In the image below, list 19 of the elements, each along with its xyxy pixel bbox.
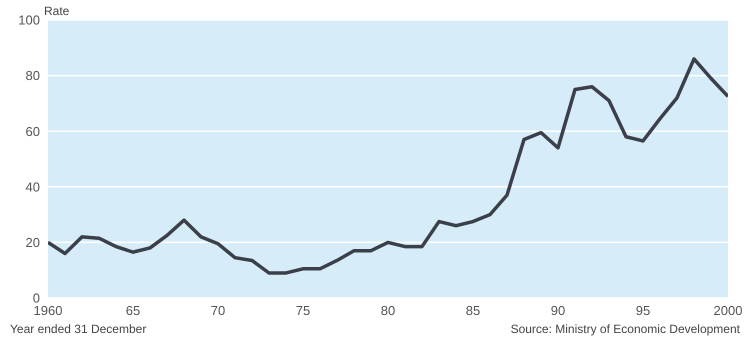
y-tick-label: 80 — [26, 68, 40, 84]
line-series — [48, 57, 728, 275]
y-tick-label: 60 — [26, 124, 40, 139]
y-tick-label: 40 — [26, 179, 40, 194]
y-axis-title: Rate — [44, 4, 70, 18]
x-tick-label: 2000 — [714, 303, 742, 318]
source-note: Source: Ministry of Economic Development — [510, 322, 740, 336]
x-tick-label: 70 — [210, 303, 226, 318]
y-tick-label: 100 — [18, 12, 40, 28]
x-tick-label: 90 — [550, 303, 566, 318]
x-tick-label: 80 — [380, 303, 396, 318]
x-tick-label: 85 — [466, 303, 480, 318]
x-tick-label: 65 — [126, 303, 140, 318]
x-tick-label: 1960 — [34, 303, 62, 318]
y-tick-label: 0 — [32, 290, 40, 306]
y-tick-label: 20 — [26, 235, 40, 250]
x-tick-label: 75 — [296, 303, 310, 318]
x-axis-title: Year ended 31 December — [10, 322, 146, 336]
x-tick-label: 95 — [636, 303, 650, 318]
